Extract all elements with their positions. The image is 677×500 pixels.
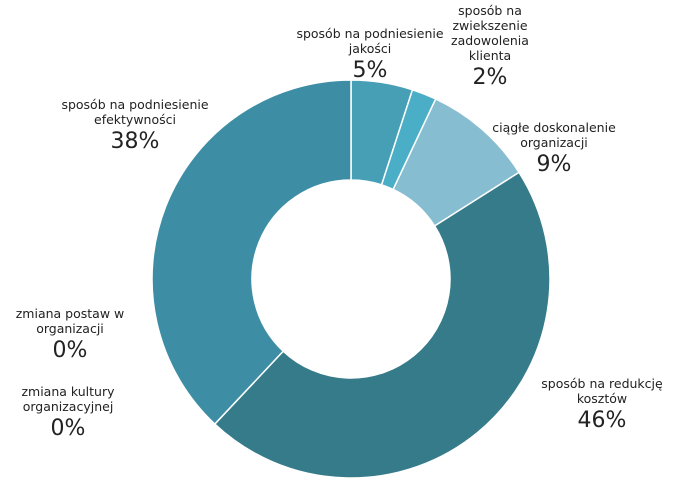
label-kultury: zmiana kultury organizacyjnej 0% xyxy=(8,384,128,442)
slice-pct-efektywnosci: 38% xyxy=(110,129,160,154)
slice-label-efektywnosci: sposób na podniesienie efektywności xyxy=(61,97,209,127)
slice-label-jakosci: sposób na podniesienie jakości xyxy=(296,26,444,56)
slice-pct-doskonalenie: 9% xyxy=(536,152,572,177)
slice-pct-zadowolenia: 2% xyxy=(472,65,508,90)
slice-pct-postaw: 0% xyxy=(52,338,88,363)
slice-label-kultury: zmiana kultury organizacyjnej xyxy=(21,384,115,414)
label-doskonalenie: ciągłe doskonalenie organizacji 9% xyxy=(480,120,628,178)
label-jakosci: sposób na podniesienie jakości 5% xyxy=(280,26,460,84)
slice-pct-kosztow: 46% xyxy=(577,408,627,433)
slice-pct-jakosci: 5% xyxy=(352,58,388,83)
slice-3-kosztw xyxy=(213,171,551,479)
slice-label-postaw: zmiana postaw w organizacji xyxy=(15,306,125,336)
label-kosztow: sposób na redukcję kosztów 46% xyxy=(532,376,672,434)
label-zadowolenia: sposób na zwiekszenie zadowolenia klient… xyxy=(440,3,540,91)
label-postaw: zmiana postaw w organizacji 0% xyxy=(6,306,134,364)
slice-label-zadowolenia: sposób na zwiekszenie zadowolenia klient… xyxy=(451,3,529,63)
label-efektywnosci: sposób na podniesienie efektywności 38% xyxy=(40,97,230,155)
slice-6-efektywnoci xyxy=(151,79,352,426)
slice-pct-kultury: 0% xyxy=(50,416,86,441)
slice-label-kosztow: sposób na redukcję kosztów xyxy=(541,376,663,406)
slice-label-doskonalenie: ciągłe doskonalenie organizacji xyxy=(492,120,616,150)
